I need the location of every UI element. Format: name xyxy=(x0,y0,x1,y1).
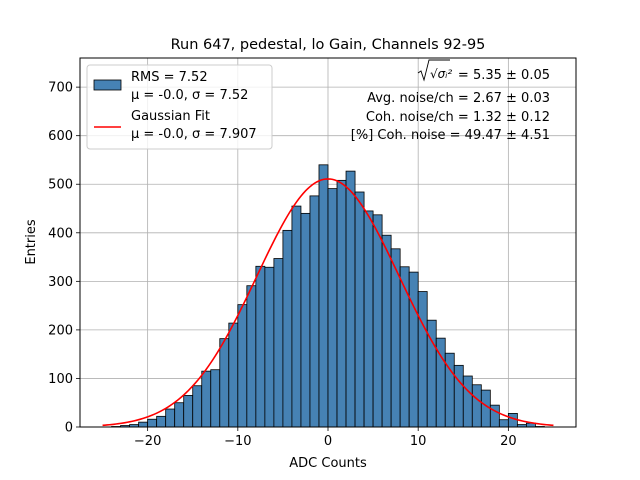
histogram-bar xyxy=(273,258,284,428)
histogram-bar xyxy=(507,413,518,428)
histogram-bar xyxy=(237,304,248,428)
legend-histogram-label: RMS = 7.52 xyxy=(131,70,208,85)
histogram-bar xyxy=(480,389,491,428)
histogram-bar xyxy=(255,265,266,428)
histogram-bars xyxy=(111,164,545,428)
x-axis-label: ADC Counts xyxy=(289,456,367,471)
statistics-annotations: √σᵢ² = 5.35 ± 0.05 Avg. noise/ch = 2.67 … xyxy=(351,59,550,143)
histogram-bar xyxy=(156,415,167,428)
sqrt-symbol xyxy=(417,59,450,82)
histogram-bar xyxy=(408,271,419,428)
gaussian-fit-line xyxy=(102,178,554,427)
histogram-bar xyxy=(399,266,410,428)
histogram-bar xyxy=(174,402,185,428)
histogram-bar xyxy=(210,369,221,428)
legend-box xyxy=(86,64,273,150)
histogram-bar xyxy=(336,179,347,428)
y-tick-label: 400 xyxy=(48,226,73,241)
x-tick-label: 20 xyxy=(500,434,517,449)
sigma-i-squared: √σᵢ² xyxy=(430,67,452,81)
legend-fit-label: Gaussian Fit xyxy=(131,109,210,124)
y-tick-label: 200 xyxy=(48,323,73,338)
histogram-bar xyxy=(246,285,257,428)
histogram-bar xyxy=(462,375,473,428)
legend-histogram-swatch xyxy=(93,79,122,91)
annotation-total-noise-value: = 5.35 ± 0.05 xyxy=(458,68,550,83)
histogram-bar xyxy=(363,210,374,428)
histogram-bar xyxy=(327,188,338,428)
histogram-bar xyxy=(183,395,194,428)
histogram-bar xyxy=(192,385,203,428)
histogram-bar xyxy=(264,266,275,428)
x-tick-label: −10 xyxy=(224,434,251,449)
annotation-coherent-percent: [%] Coh. noise = 49.47 ± 4.51 xyxy=(351,128,550,143)
histogram-bar xyxy=(381,234,392,428)
histogram-bar xyxy=(354,191,365,428)
x-tick-label: 0 xyxy=(324,434,332,449)
histogram-bar xyxy=(300,212,311,428)
histogram-bar xyxy=(228,322,239,428)
histogram-bar xyxy=(417,291,428,428)
histogram-bar xyxy=(453,364,464,428)
legend: RMS = 7.52 μ = -0.0, σ = 7.52 Gaussian F… xyxy=(86,64,273,150)
histogram-bar xyxy=(165,408,176,428)
histogram-bar xyxy=(309,195,320,428)
annotation-avg-noise: Avg. noise/ch = 2.67 ± 0.03 xyxy=(367,91,550,106)
histogram-bar xyxy=(471,384,482,428)
histogram-bar xyxy=(219,338,230,428)
y-axis-ticks: 0 100 200 300 400 500 600 700 xyxy=(48,81,80,436)
legend-fit-stats: μ = -0.0, σ = 7.907 xyxy=(131,127,257,142)
histogram-bar xyxy=(138,421,149,428)
y-tick-label: 600 xyxy=(48,129,73,144)
y-axis-label: Entries xyxy=(24,219,39,265)
y-tick-label: 700 xyxy=(48,81,73,96)
histogram-bar xyxy=(318,164,329,428)
histogram-bar xyxy=(372,214,383,428)
y-tick-label: 0 xyxy=(65,421,73,436)
histogram-bar xyxy=(147,418,158,428)
chart-title: Run 647, pedestal, lo Gain, Channels 92-… xyxy=(171,37,486,53)
x-tick-label: 10 xyxy=(410,434,427,449)
histogram-bar xyxy=(498,419,509,428)
x-axis-ticks: −20 −10 0 10 20 xyxy=(134,427,517,449)
histogram-bar xyxy=(282,229,293,428)
x-tick-label: −20 xyxy=(134,434,161,449)
y-tick-label: 300 xyxy=(48,275,73,290)
y-tick-label: 500 xyxy=(48,178,73,193)
y-tick-label: 100 xyxy=(48,372,73,387)
annotation-coherent-noise: Coh. noise/ch = 1.32 ± 0.12 xyxy=(366,110,550,125)
histogram-bar xyxy=(291,205,302,428)
histogram-bar xyxy=(345,170,356,428)
histogram-bar xyxy=(201,370,212,428)
legend-histogram-stats: μ = -0.0, σ = 7.52 xyxy=(131,88,248,103)
annotation-total-noise: √σᵢ² = 5.35 ± 0.05 xyxy=(417,59,550,83)
